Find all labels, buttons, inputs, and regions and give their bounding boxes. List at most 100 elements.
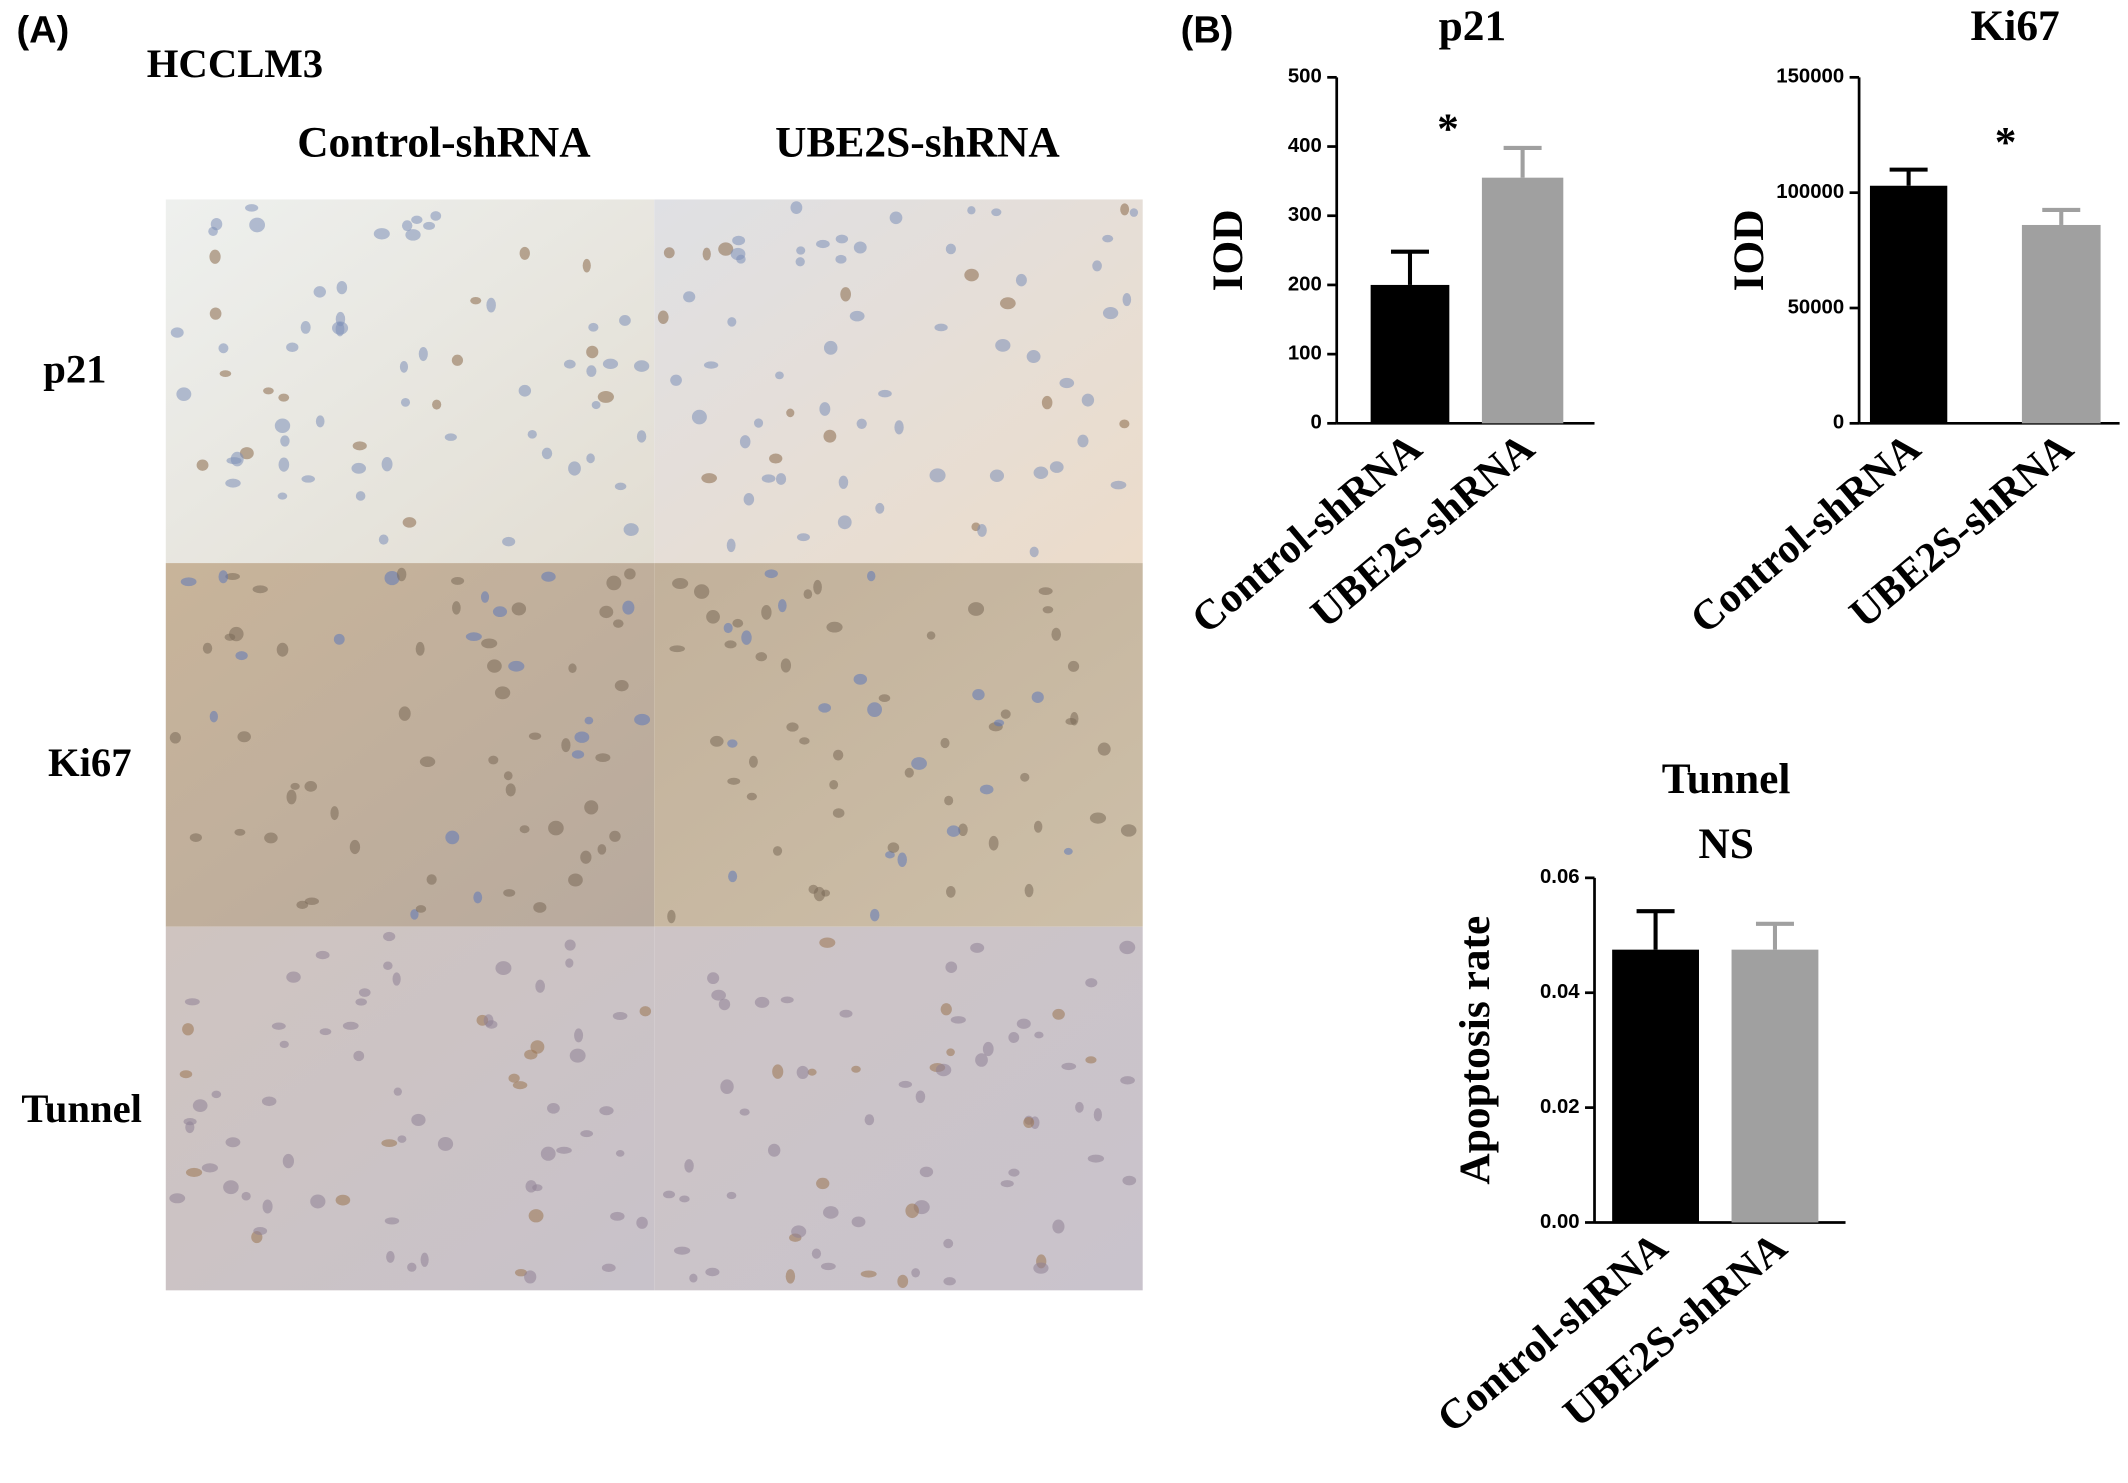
nucleus: [816, 239, 830, 249]
nucleus: [219, 370, 232, 378]
nucleus: [518, 384, 532, 397]
nucleus: [926, 631, 936, 640]
nucleus: [1015, 273, 1027, 287]
nucleus: [239, 447, 254, 460]
y-tick-label: 0.04: [1540, 981, 1580, 1003]
nucleus: [683, 291, 696, 303]
nucleus: [746, 792, 757, 801]
nucleus: [710, 735, 724, 747]
nucleus: [929, 468, 946, 483]
nucleus: [218, 343, 229, 354]
nucleus: [1034, 1031, 1044, 1039]
nucleus: [919, 1166, 934, 1178]
nucleus: [535, 979, 545, 993]
nucleus: [1000, 709, 1011, 719]
nucleus: [202, 642, 213, 654]
nucleus: [705, 1267, 720, 1277]
y-tick-label: 0.06: [1540, 866, 1580, 888]
nucleus: [755, 652, 768, 662]
nucleus: [1077, 434, 1089, 448]
nucleus: [619, 315, 631, 326]
nucleus: [786, 722, 799, 732]
nucleus: [561, 738, 571, 753]
nucleus: [386, 1250, 395, 1263]
nucleus: [1110, 480, 1127, 490]
nucleus: [399, 360, 409, 373]
nucleus: [383, 931, 396, 942]
nucleus: [958, 823, 968, 837]
chart-title: Tunnel: [1662, 755, 1791, 803]
nucleus: [597, 390, 614, 403]
nucleus: [595, 753, 611, 763]
nucleus: [753, 418, 764, 428]
nucleus: [950, 1016, 966, 1024]
nucleus: [315, 950, 330, 960]
nucleus: [229, 626, 244, 642]
nucleus: [946, 825, 961, 837]
nucleus: [470, 296, 482, 305]
nucleus: [623, 523, 639, 536]
nucleus: [415, 905, 427, 913]
nucleus: [524, 1270, 537, 1284]
nucleus: [1087, 1154, 1105, 1163]
nucleus: [964, 268, 979, 282]
nucleus: [940, 737, 950, 749]
nucleus: [381, 1139, 398, 1148]
nucleus: [999, 297, 1016, 310]
nucleus: [527, 430, 537, 439]
nucleus: [208, 226, 218, 236]
nucleus: [911, 1268, 920, 1278]
cell-line: HCCLM3: [147, 41, 323, 86]
nucleus: [897, 852, 907, 867]
nucleus: [508, 660, 525, 672]
nucleus: [898, 1080, 913, 1088]
nucleus: [829, 779, 839, 790]
nucleus: [209, 307, 222, 320]
nucleus: [418, 346, 428, 362]
nucleus: [237, 731, 251, 743]
nucleus: [525, 1180, 537, 1193]
y-tick-label: 100: [1288, 343, 1322, 365]
nucleus: [296, 900, 309, 909]
nucleus: [223, 1180, 239, 1195]
nucleus: [505, 783, 516, 797]
nucleus: [411, 215, 423, 224]
nucleus: [730, 247, 746, 261]
nucleus: [261, 1096, 277, 1107]
nucleus: [556, 1146, 572, 1154]
nucleus: [780, 996, 794, 1004]
nucleus: [945, 961, 958, 973]
nucleus: [856, 418, 867, 429]
nucleus: [839, 1009, 853, 1018]
nucleus: [1102, 234, 1114, 243]
nucleus: [915, 1090, 926, 1104]
nucleus: [989, 469, 1005, 482]
nucleus: [1041, 395, 1053, 410]
nucleus: [1065, 718, 1077, 725]
annotation: *: [1995, 119, 2017, 167]
nucleus: [230, 451, 244, 467]
nucleus: [541, 447, 553, 460]
nucleus: [624, 568, 636, 580]
nucleus: [894, 420, 904, 435]
nucleus: [274, 418, 291, 433]
nucleus: [853, 673, 868, 685]
row-label: p21: [43, 346, 106, 391]
nucleus: [401, 220, 413, 232]
nucleus: [799, 737, 810, 745]
nucleus: [667, 909, 676, 924]
nucleus: [940, 1003, 952, 1016]
nucleus: [225, 478, 241, 488]
nucleus: [1075, 1101, 1084, 1113]
nucleus: [580, 1130, 594, 1138]
nucleus: [1029, 546, 1039, 558]
nucleus: [670, 374, 682, 386]
nucleus: [234, 828, 246, 836]
nucleus: [420, 1252, 429, 1267]
nucleus: [599, 605, 614, 619]
nucleus: [821, 889, 831, 897]
nucleus: [565, 958, 574, 968]
nucleus: [584, 800, 599, 815]
nucleus: [170, 327, 184, 338]
nucleus: [727, 317, 737, 327]
